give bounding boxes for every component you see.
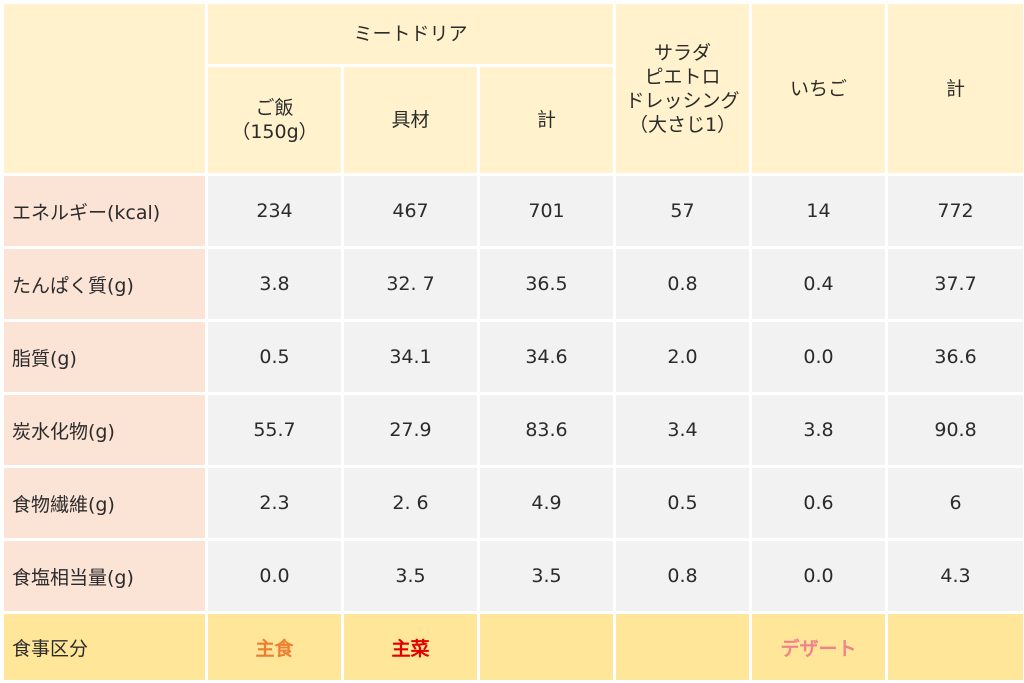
value-cell: 2. 6	[343, 467, 479, 540]
empty-category-cell	[615, 613, 751, 682]
table-row: 脂質(g) 0.5 34.1 34.6 2.0 0.0 36.6	[3, 321, 1024, 394]
main-dish-category: 主菜	[343, 613, 479, 682]
value-cell: 2.3	[207, 467, 343, 540]
row-label: たんぱく質(g)	[3, 248, 207, 321]
value-cell: 0.0	[751, 540, 887, 613]
value-cell: 234	[207, 175, 343, 248]
value-cell: 34.6	[479, 321, 615, 394]
table-row: 食物繊維(g) 2.3 2. 6 4.9 0.5 0.6 6	[3, 467, 1024, 540]
subtotal-header: 計	[479, 66, 615, 175]
row-label: エネルギー(kcal)	[3, 175, 207, 248]
staple-category: 主食	[207, 613, 343, 682]
value-cell: 0.8	[615, 248, 751, 321]
table-row: 食塩相当量(g) 0.0 3.5 3.5 0.8 0.0 4.3	[3, 540, 1024, 613]
row-label: 食塩相当量(g)	[3, 540, 207, 613]
value-cell: 55.7	[207, 394, 343, 467]
value-cell: 57	[615, 175, 751, 248]
strawberry-header: いちご	[751, 3, 887, 175]
row-label: 食物繊維(g)	[3, 467, 207, 540]
value-cell: 83.6	[479, 394, 615, 467]
value-cell: 0.0	[207, 540, 343, 613]
table-row: 炭水化物(g) 55.7 27.9 83.6 3.4 3.8 90.8	[3, 394, 1024, 467]
value-cell: 467	[343, 175, 479, 248]
empty-category-cell	[887, 613, 1024, 682]
rice-header: ご飯 （150g）	[207, 66, 343, 175]
value-cell: 772	[887, 175, 1024, 248]
value-cell: 90.8	[887, 394, 1024, 467]
table-row: エネルギー(kcal) 234 467 701 57 14 772	[3, 175, 1024, 248]
table-row: たんぱく質(g) 3.8 32. 7 36.5 0.8 0.4 37.7	[3, 248, 1024, 321]
total-header: 計	[887, 3, 1024, 175]
empty-category-cell	[479, 613, 615, 682]
value-cell: 32. 7	[343, 248, 479, 321]
value-cell: 0.5	[615, 467, 751, 540]
corner-cell	[3, 3, 207, 175]
value-cell: 3.8	[751, 394, 887, 467]
value-cell: 0.6	[751, 467, 887, 540]
meal-category-label: 食事区分	[3, 613, 207, 682]
dessert-category: デザート	[751, 613, 887, 682]
ingredients-header: 具材	[343, 66, 479, 175]
value-cell: 0.4	[751, 248, 887, 321]
meal-category-row: 食事区分 主食 主菜 デザート	[3, 613, 1024, 682]
row-label: 脂質(g)	[3, 321, 207, 394]
value-cell: 3.5	[479, 540, 615, 613]
value-cell: 2.0	[615, 321, 751, 394]
value-cell: 27.9	[343, 394, 479, 467]
value-cell: 0.8	[615, 540, 751, 613]
salad-header: サラダ ピエトロ ドレッシング （大さじ1）	[615, 3, 751, 175]
value-cell: 4.3	[887, 540, 1024, 613]
value-cell: 36.5	[479, 248, 615, 321]
value-cell: 34.1	[343, 321, 479, 394]
row-label: 炭水化物(g)	[3, 394, 207, 467]
value-cell: 3.5	[343, 540, 479, 613]
value-cell: 36.6	[887, 321, 1024, 394]
value-cell: 37.7	[887, 248, 1024, 321]
value-cell: 3.4	[615, 394, 751, 467]
meat-doria-header: ミートドリア	[207, 3, 615, 66]
value-cell: 0.0	[751, 321, 887, 394]
value-cell: 14	[751, 175, 887, 248]
value-cell: 0.5	[207, 321, 343, 394]
value-cell: 3.8	[207, 248, 343, 321]
value-cell: 701	[479, 175, 615, 248]
value-cell: 4.9	[479, 467, 615, 540]
value-cell: 6	[887, 467, 1024, 540]
